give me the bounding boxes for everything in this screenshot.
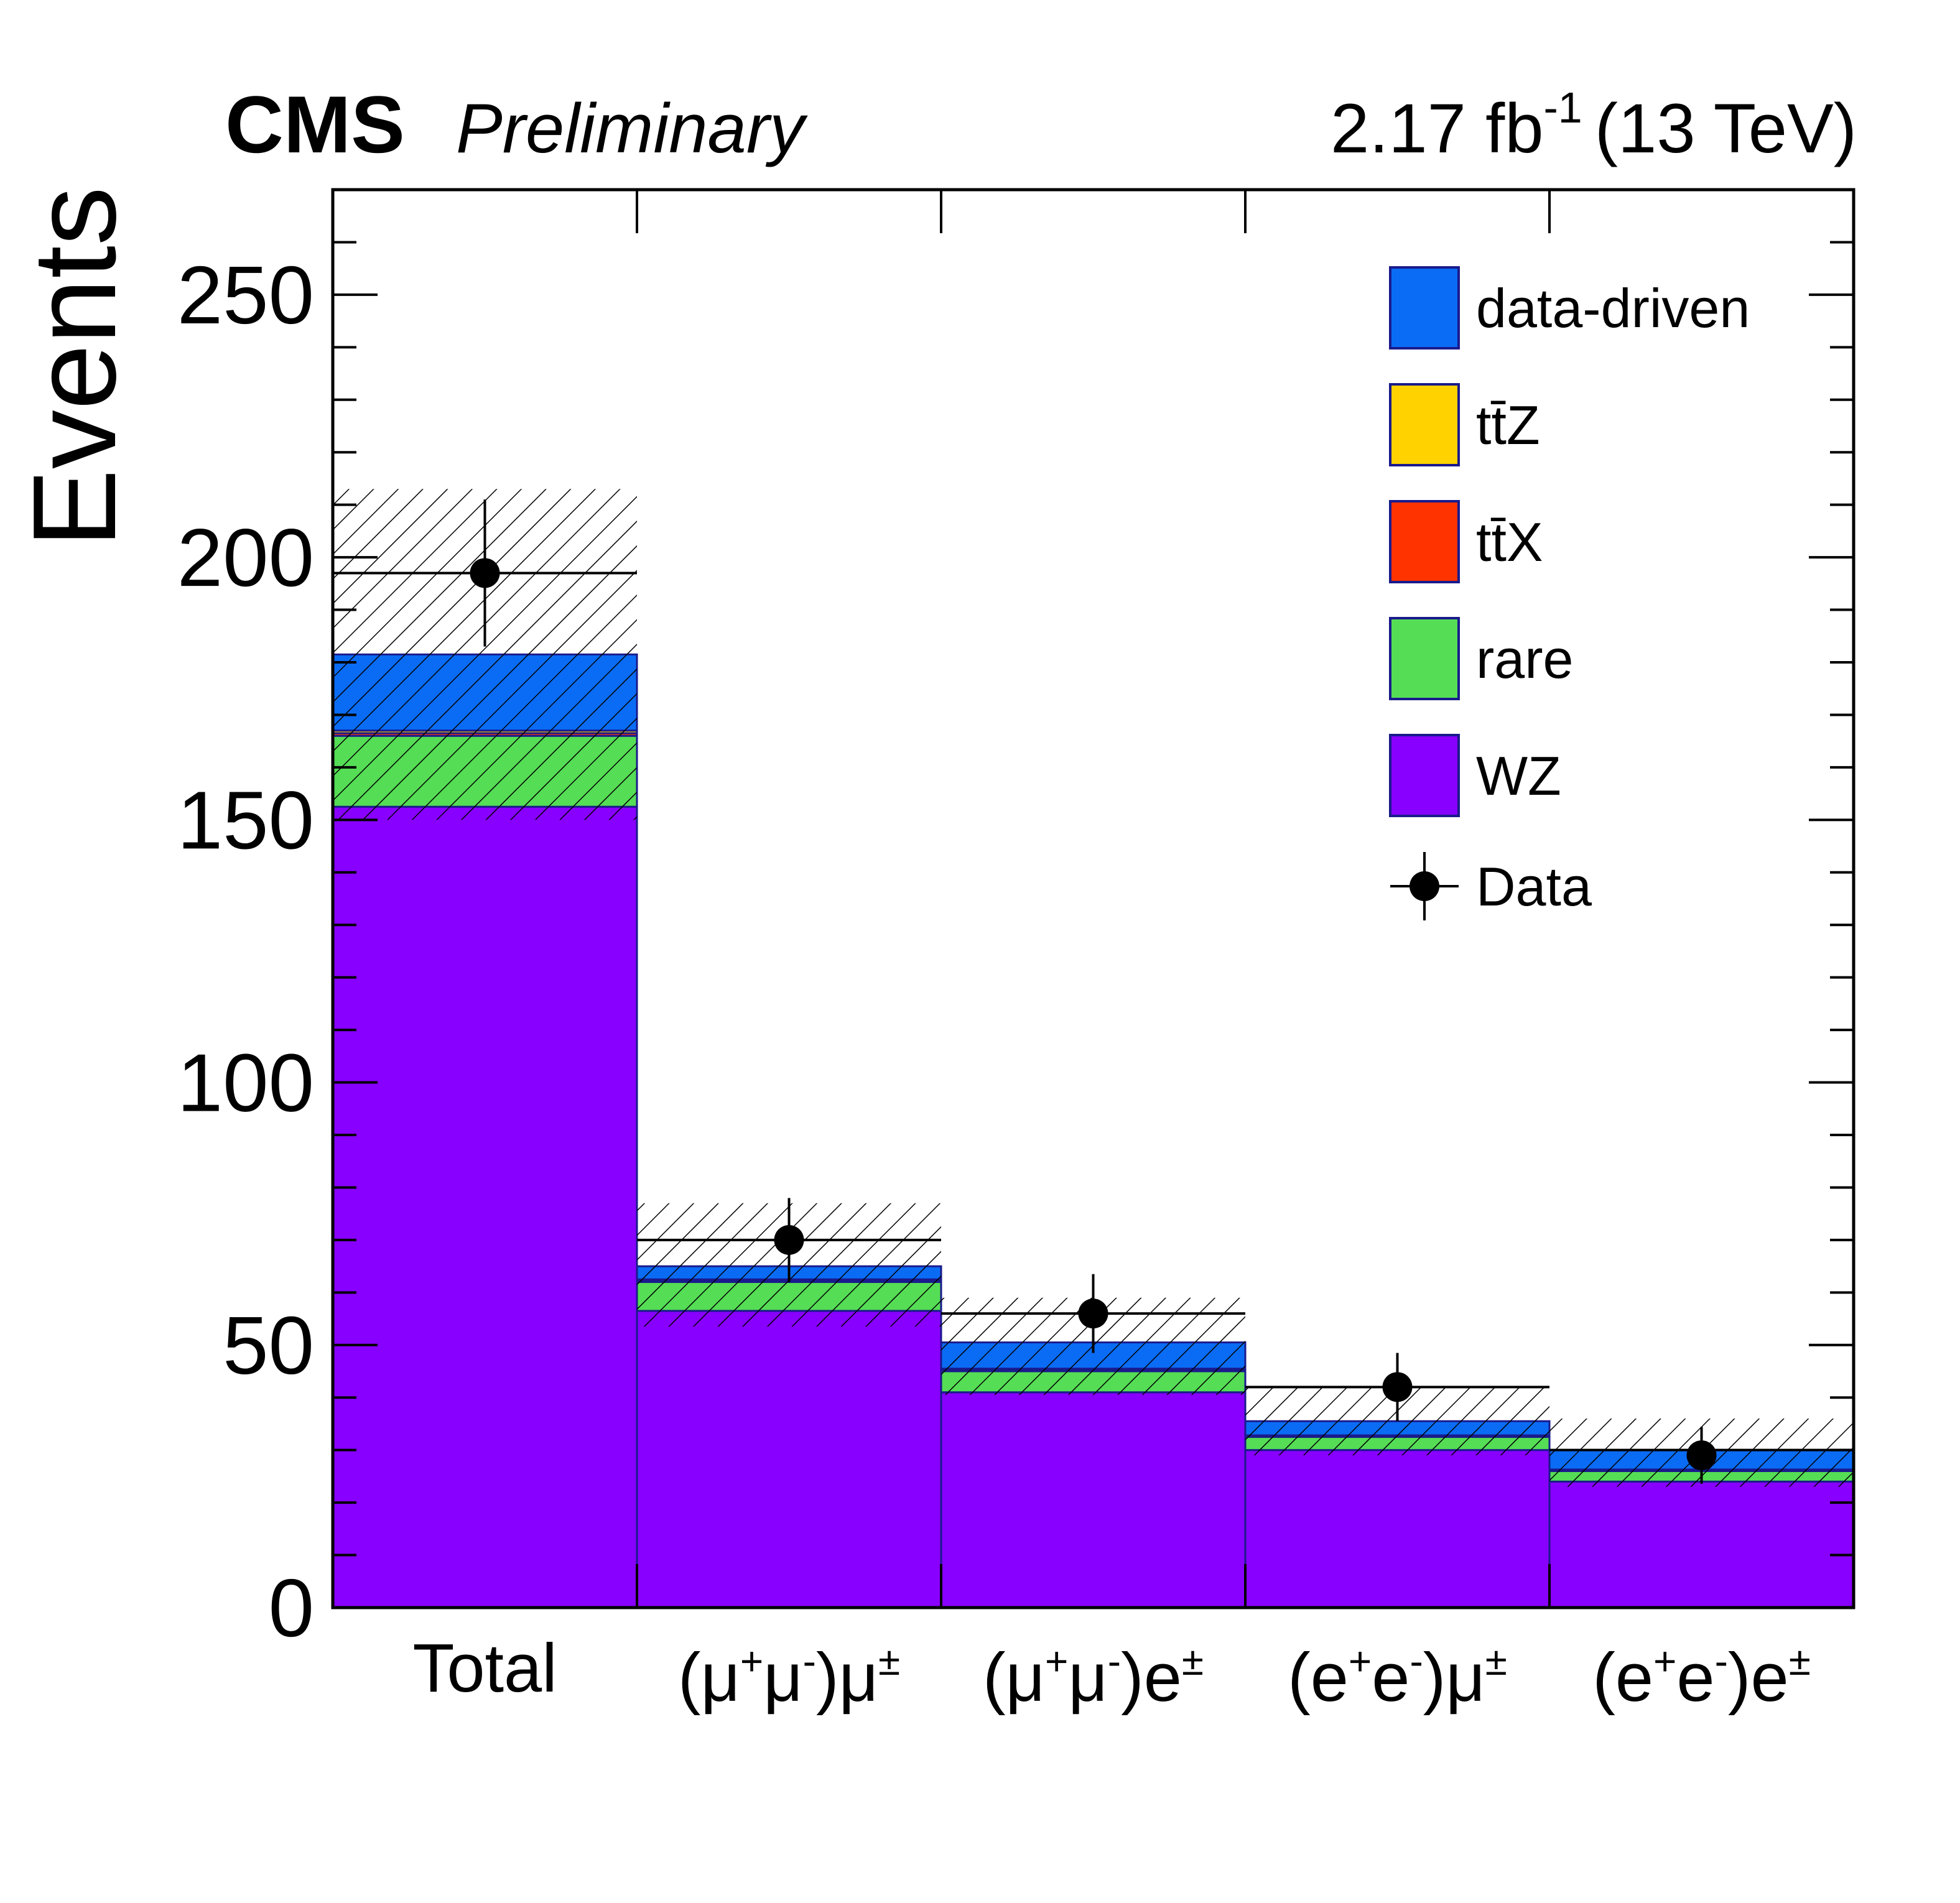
x-category-label-2: (μ+μ-)e± (983, 1639, 1204, 1716)
x-category-label-3: (e+e-)μ± (1288, 1639, 1507, 1716)
legend-label-2: tt̄X (1476, 511, 1543, 573)
legend-label-1: tt̄Z (1476, 394, 1540, 456)
y-tick-label-200: 200 (177, 512, 314, 603)
y-tick-label-100: 100 (177, 1037, 314, 1129)
data-point-0 (470, 558, 500, 588)
legend-label-3: rare (1476, 628, 1574, 690)
preliminary-label: Preliminary (456, 90, 808, 167)
legend-swatch-3 (1389, 617, 1460, 700)
y-tick-label-150: 150 (177, 774, 314, 866)
plot-area: 0 50 100 150 200 250 Total (μ+μ-)μ± (μ+μ-)e± (e+e… (177, 188, 1855, 1716)
data-point-3 (1382, 1372, 1413, 1402)
bar-wz-3 (1244, 1449, 1551, 1609)
bar-wz-0 (332, 805, 638, 1609)
lumi-energy: (13 TeV) (1595, 90, 1857, 167)
legend-swatch-1 (1389, 383, 1460, 466)
bar-wz-2 (940, 1391, 1247, 1609)
cms-label: CMS (225, 79, 405, 170)
x-category-label-0: Total (412, 1630, 557, 1706)
y-tick-label-250: 250 (177, 249, 314, 341)
x-category-label-1: (μ+μ-)μ± (678, 1639, 900, 1716)
legend-label-5: Data (1476, 856, 1592, 917)
bar-wz-1 (636, 1310, 942, 1609)
data-point-4 (1686, 1440, 1717, 1471)
data-point-1 (774, 1225, 804, 1255)
y-tick-label-0: 0 (269, 1562, 314, 1654)
legend-swatch-4 (1389, 734, 1460, 817)
lumi-value: 2.17 fb (1331, 90, 1544, 167)
legend-swatch-2 (1389, 500, 1460, 583)
data-point-2 (1078, 1299, 1108, 1329)
y-tick-label-50: 50 (223, 1300, 314, 1391)
legend: data-driven tt̄Z tt̄X rare WZ Data (1389, 266, 1750, 920)
legend-label-4: WZ (1476, 745, 1561, 807)
legend-data-marker (1410, 871, 1439, 901)
bar-wz-4 (1548, 1480, 1855, 1609)
x-category-label-4: (e+e-)e± (1592, 1639, 1811, 1716)
lumi-exponent: -1 (1543, 83, 1582, 132)
legend-label-0: data-driven (1476, 277, 1750, 339)
lumi-label: 2.17 fb-1 (13 TeV) (1331, 83, 1857, 167)
plot-frame (331, 188, 1855, 1609)
legend-swatch-0 (1389, 266, 1460, 350)
y-axis-label: Events (9, 187, 141, 548)
